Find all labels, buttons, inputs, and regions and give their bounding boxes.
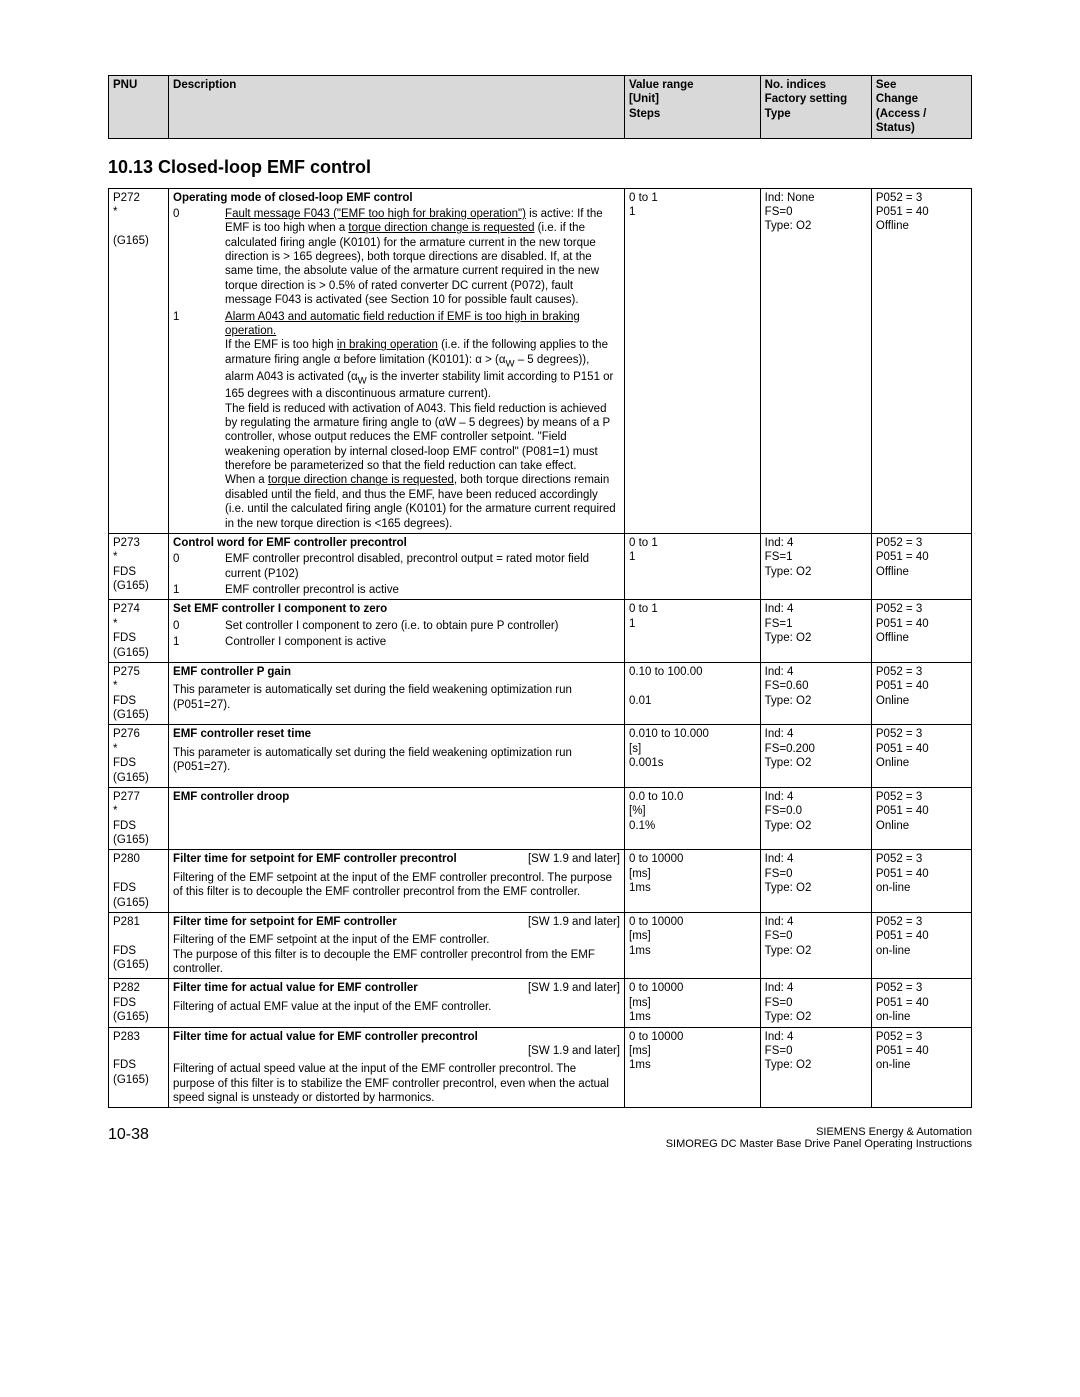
table-row: P282 FDS (G165) Filter time for actual va… bbox=[109, 979, 972, 1027]
see-cell: P052 = 3 P051 = 40 on-line bbox=[871, 979, 971, 1027]
table-row: P275 * FDS (G165) EMF controller P gain Th… bbox=[109, 662, 972, 725]
desc-option: 0EMF controller precontrol disabled, pre… bbox=[173, 552, 620, 581]
desc-title: Filter time for setpoint for EMF control… bbox=[173, 852, 620, 866]
table-row: P277 * FDS (G165) EMF controller droop 0.0… bbox=[109, 787, 972, 850]
desc-cell: Operating mode of closed-loop EMF contro… bbox=[169, 188, 625, 533]
desc-title: Control word for EMF controller precontr… bbox=[173, 536, 620, 550]
hdr-see: See Change (Access / Status) bbox=[871, 76, 971, 139]
desc-option: 1Controller I component is active bbox=[173, 635, 620, 649]
desc-cell: Set EMF controller I component to zero 0S… bbox=[169, 600, 625, 663]
ind-cell: Ind: 4 FS=0.0 Type: O2 bbox=[760, 787, 871, 850]
desc-cell: EMF controller droop bbox=[169, 787, 625, 850]
desc-cell: Filter time for actual value for EMF con… bbox=[169, 1027, 625, 1108]
section-title: 10.13 Closed-loop EMF control bbox=[108, 139, 972, 188]
ind-cell: Ind: 4 FS=0 Type: O2 bbox=[760, 979, 871, 1027]
table-row: P274 * FDS (G165)Set EMF controller I co… bbox=[109, 600, 972, 663]
see-cell: P052 = 3 P051 = 40 Offline bbox=[871, 600, 971, 663]
range-cell: 0 to 10000 [ms] 1ms bbox=[625, 912, 761, 979]
pnu-cell: P282 FDS (G165) bbox=[109, 979, 169, 1027]
pnu-cell: P283 FDS (G165) bbox=[109, 1027, 169, 1108]
table-row: P273 * FDS (G165) Control word for EMF co… bbox=[109, 533, 972, 600]
hdr-indices: No. indices Factory setting Type bbox=[760, 76, 871, 139]
table-row: P281 FDS (G165) Filter time for setpoint … bbox=[109, 912, 972, 979]
desc-body: This parameter is automatically set duri… bbox=[173, 683, 620, 712]
see-cell: P052 = 3 P051 = 40 on-line bbox=[871, 912, 971, 979]
see-cell: P052 = 3 P051 = 40 Online bbox=[871, 787, 971, 850]
range-cell: 0.10 to 100.00 0.01 bbox=[625, 662, 761, 725]
desc-cell: EMF controller reset time This parameter … bbox=[169, 725, 625, 788]
pnu-cell: P272 * (G165) bbox=[109, 188, 169, 533]
desc-option: 1Alarm A043 and automatic field reductio… bbox=[173, 310, 620, 531]
hdr-range: Value range [Unit] Steps bbox=[625, 76, 761, 139]
range-cell: 0 to 1 1 bbox=[625, 600, 761, 663]
sw-note: [SW 1.9 and later] bbox=[173, 1044, 620, 1058]
footer-right: SIEMENS Energy & Automation SIMOREG DC M… bbox=[666, 1126, 972, 1150]
pnu-cell: P274 * FDS (G165) bbox=[109, 600, 169, 663]
header-table: PNU Description Value range [Unit] Steps… bbox=[108, 75, 972, 139]
desc-title: Operating mode of closed-loop EMF contro… bbox=[173, 191, 620, 205]
pnu-cell: P275 * FDS (G165) bbox=[109, 662, 169, 725]
ind-cell: Ind: 4 FS=0 Type: O2 bbox=[760, 912, 871, 979]
desc-body: Filtering of the EMF setpoint at the inp… bbox=[173, 933, 620, 976]
see-cell: P052 = 3 P051 = 40 Offline bbox=[871, 188, 971, 533]
desc-title: EMF controller P gain bbox=[173, 665, 620, 679]
see-cell: P052 = 3 P051 = 40 on-line bbox=[871, 1027, 971, 1108]
pnu-cell: P280 FDS (G165) bbox=[109, 850, 169, 913]
ind-cell: Ind: 4 FS=0 Type: O2 bbox=[760, 1027, 871, 1108]
range-cell: 0 to 10000 [ms] 1ms bbox=[625, 979, 761, 1027]
table-row: P280 FDS (G165) Filter time for setpoint … bbox=[109, 850, 972, 913]
hdr-desc: Description bbox=[169, 76, 625, 139]
table-row: P283 FDS (G165) Filter time for actual va… bbox=[109, 1027, 972, 1108]
range-cell: 0 to 1 1 bbox=[625, 188, 761, 533]
page-footer: 10-38 SIEMENS Energy & Automation SIMORE… bbox=[108, 1126, 972, 1150]
header-row: PNU Description Value range [Unit] Steps… bbox=[109, 76, 972, 139]
ind-cell: Ind: 4 FS=1 Type: O2 bbox=[760, 600, 871, 663]
desc-cell: Control word for EMF controller precontr… bbox=[169, 533, 625, 600]
see-cell: P052 = 3 P051 = 40 Offline bbox=[871, 533, 971, 600]
param-table: P272 * (G165) Operating mode of closed-lo… bbox=[108, 188, 972, 1109]
desc-title: EMF controller droop bbox=[173, 790, 620, 804]
range-cell: 0 to 10000 [ms] 1ms bbox=[625, 850, 761, 913]
pnu-cell: P277 * FDS (G165) bbox=[109, 787, 169, 850]
ind-cell: Ind: None FS=0 Type: O2 bbox=[760, 188, 871, 533]
desc-cell: Filter time for setpoint for EMF control… bbox=[169, 850, 625, 913]
desc-body: This parameter is automatically set duri… bbox=[173, 746, 620, 775]
ind-cell: Ind: 4 FS=0 Type: O2 bbox=[760, 850, 871, 913]
ind-cell: Ind: 4 FS=0.200 Type: O2 bbox=[760, 725, 871, 788]
range-cell: 0.010 to 10.000 [s] 0.001s bbox=[625, 725, 761, 788]
table-row: P272 * (G165) Operating mode of closed-lo… bbox=[109, 188, 972, 533]
desc-option: 0Set controller I component to zero (i.e… bbox=[173, 619, 620, 633]
range-cell: 0 to 10000 [ms] 1ms bbox=[625, 1027, 761, 1108]
desc-body: Filtering of actual EMF value at the inp… bbox=[173, 1000, 620, 1014]
footer-line1: SIEMENS Energy & Automation bbox=[666, 1126, 972, 1138]
ind-cell: Ind: 4 FS=1 Type: O2 bbox=[760, 533, 871, 600]
desc-title: Filter time for actual value for EMF con… bbox=[173, 1030, 620, 1044]
pnu-cell: P281 FDS (G165) bbox=[109, 912, 169, 979]
table-row: P276 * FDS (G165)EMF controller reset ti… bbox=[109, 725, 972, 788]
desc-title: Filter time for actual value for EMF con… bbox=[173, 981, 620, 995]
desc-title: Filter time for setpoint for EMF control… bbox=[173, 915, 620, 929]
desc-cell: Filter time for setpoint for EMF control… bbox=[169, 912, 625, 979]
pnu-cell: P273 * FDS (G165) bbox=[109, 533, 169, 600]
see-cell: P052 = 3 P051 = 40 on-line bbox=[871, 850, 971, 913]
desc-cell: Filter time for actual value for EMF con… bbox=[169, 979, 625, 1027]
desc-title: Set EMF controller I component to zero bbox=[173, 602, 620, 616]
desc-option: 1EMF controller precontrol is active bbox=[173, 583, 620, 597]
desc-cell: EMF controller P gain This parameter is a… bbox=[169, 662, 625, 725]
desc-body: Filtering of actual speed value at the i… bbox=[173, 1062, 620, 1105]
desc-body: Filtering of the EMF setpoint at the inp… bbox=[173, 871, 620, 900]
ind-cell: Ind: 4 FS=0.60 Type: O2 bbox=[760, 662, 871, 725]
range-cell: 0 to 1 1 bbox=[625, 533, 761, 600]
desc-title: EMF controller reset time bbox=[173, 727, 620, 741]
page-number: 10-38 bbox=[108, 1126, 149, 1150]
hdr-pnu: PNU bbox=[109, 76, 169, 139]
pnu-cell: P276 * FDS (G165) bbox=[109, 725, 169, 788]
desc-option: 0Fault message F043 ("EMF too high for b… bbox=[173, 207, 620, 308]
see-cell: P052 = 3 P051 = 40 Online bbox=[871, 662, 971, 725]
see-cell: P052 = 3 P051 = 40 Online bbox=[871, 725, 971, 788]
footer-line2: SIMOREG DC Master Base Drive Panel Opera… bbox=[666, 1138, 972, 1150]
range-cell: 0.0 to 10.0 [%] 0.1% bbox=[625, 787, 761, 850]
